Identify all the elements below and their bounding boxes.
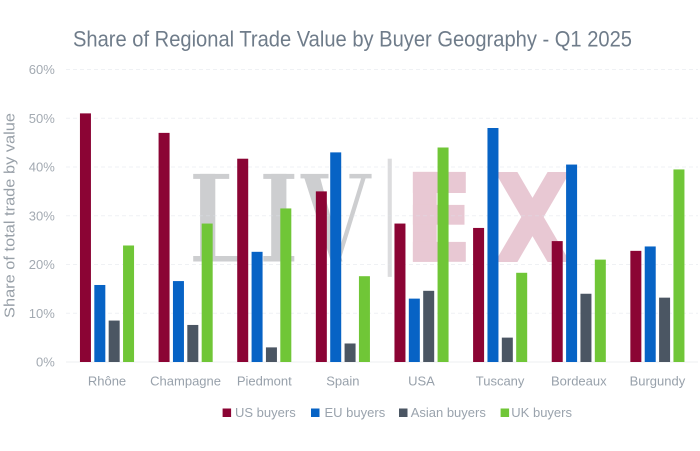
svg-text:USA: USA	[408, 374, 435, 389]
svg-text:US buyers: US buyers	[235, 405, 296, 420]
svg-text:0%: 0%	[36, 355, 55, 370]
svg-text:50%: 50%	[29, 111, 55, 126]
svg-text:40%: 40%	[29, 160, 55, 175]
svg-text:Piedmont: Piedmont	[237, 374, 292, 389]
svg-text:Spain: Spain	[326, 374, 359, 389]
svg-text:UK buyers: UK buyers	[511, 405, 572, 420]
svg-text:60%: 60%	[29, 62, 55, 77]
svg-text:Share of Regional Trade Value: Share of Regional Trade Value by Buyer G…	[73, 27, 632, 52]
svg-text:Rhône: Rhône	[88, 374, 126, 389]
svg-text:Tuscany: Tuscany	[476, 374, 525, 389]
svg-text:Share of total trade by value: Share of total trade by value	[2, 113, 19, 318]
svg-text:Asian buyers: Asian buyers	[411, 405, 487, 420]
svg-text:Champagne: Champagne	[150, 374, 221, 389]
svg-text:30%: 30%	[29, 208, 55, 223]
svg-text:EU buyers: EU buyers	[325, 405, 386, 420]
svg-text:10%: 10%	[29, 306, 55, 321]
svg-text:Bordeaux: Bordeaux	[551, 374, 607, 389]
svg-text:20%: 20%	[29, 257, 55, 272]
svg-text:Burgundy: Burgundy	[630, 374, 686, 389]
